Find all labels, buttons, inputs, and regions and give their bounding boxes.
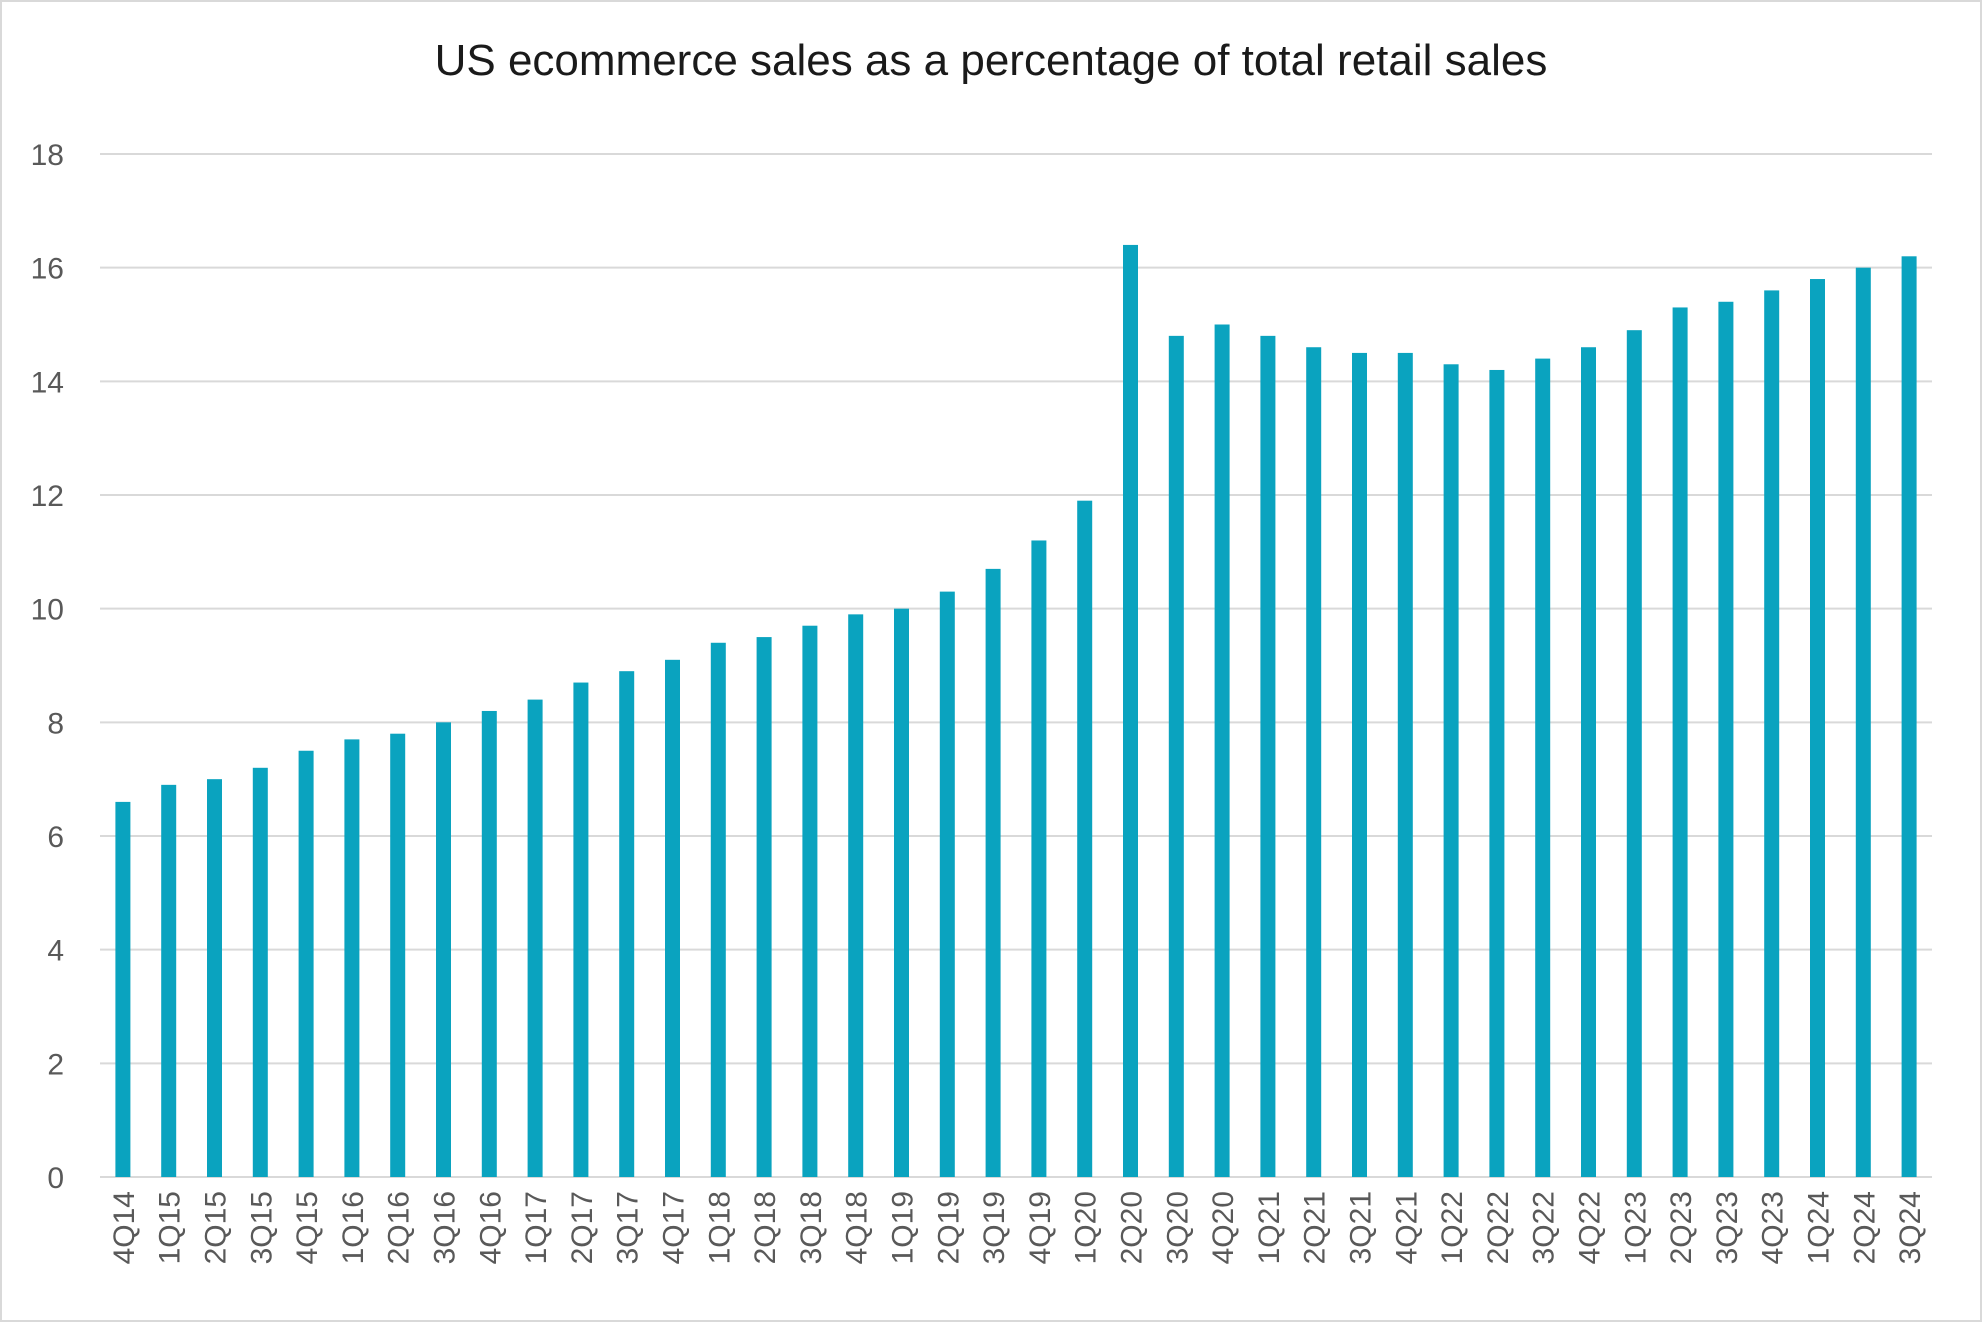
bar-1Q23 bbox=[1626, 330, 1642, 1177]
bar-2Q19 bbox=[939, 591, 955, 1177]
x-tick-label: 1Q17 bbox=[520, 1191, 553, 1264]
bar-2Q20 bbox=[1123, 244, 1138, 1177]
x-tick-label: 4Q17 bbox=[658, 1191, 691, 1264]
x-tick-label: 2Q24 bbox=[1848, 1191, 1881, 1264]
bar-3Q24 bbox=[1901, 256, 1917, 1177]
x-axis-ticks: 4Q14 1Q15 2Q15 3Q15 4Q15 1Q16 2Q16 3Q16 4Q16 1Q17… bbox=[108, 1191, 1927, 1264]
x-tick-label: 4Q15 bbox=[291, 1191, 324, 1264]
bar-4Q20 bbox=[1214, 324, 1230, 1177]
x-tick-label: 1Q21 bbox=[1253, 1191, 1286, 1264]
y-tick-label: 2 bbox=[47, 1048, 64, 1081]
bar-4Q17 bbox=[665, 659, 680, 1177]
y-tick-label: 4 bbox=[47, 935, 64, 968]
bar-3Q16 bbox=[436, 722, 451, 1177]
x-tick-label: 1Q23 bbox=[1619, 1191, 1652, 1264]
bar-1Q24 bbox=[1810, 279, 1825, 1177]
x-tick-label: 4Q18 bbox=[841, 1191, 874, 1264]
bar-3Q21 bbox=[1352, 352, 1367, 1178]
x-tick-label: 1Q15 bbox=[154, 1191, 187, 1264]
bar-4Q15 bbox=[298, 750, 314, 1177]
bar-4Q14 bbox=[115, 801, 131, 1177]
bar-4Q23 bbox=[1764, 290, 1780, 1177]
x-tick-label: 3Q23 bbox=[1711, 1191, 1744, 1264]
bar-2Q22 bbox=[1489, 369, 1505, 1177]
gridlines bbox=[100, 153, 1932, 1178]
bar-2Q18 bbox=[756, 637, 772, 1177]
x-tick-label: 4Q22 bbox=[1574, 1191, 1607, 1264]
y-tick-label: 10 bbox=[31, 594, 64, 627]
x-tick-label: 3Q22 bbox=[1528, 1191, 1561, 1264]
x-tick-label: 3Q21 bbox=[1345, 1191, 1378, 1264]
x-tick-label: 4Q14 bbox=[108, 1191, 141, 1264]
x-tick-label: 2Q17 bbox=[566, 1191, 599, 1264]
bar-4Q18 bbox=[848, 614, 864, 1177]
x-tick-label: 3Q17 bbox=[612, 1191, 645, 1264]
x-tick-label: 2Q22 bbox=[1482, 1191, 1515, 1264]
bar-1Q18 bbox=[710, 642, 726, 1177]
x-tick-label: 2Q18 bbox=[749, 1191, 782, 1264]
x-tick-label: 3Q16 bbox=[429, 1191, 462, 1264]
bar-2Q15 bbox=[207, 779, 222, 1177]
bar-3Q18 bbox=[802, 625, 818, 1177]
bar-1Q15 bbox=[161, 784, 177, 1177]
y-tick-label: 8 bbox=[47, 707, 64, 740]
x-tick-label: 3Q19 bbox=[978, 1191, 1011, 1264]
x-tick-label: 4Q23 bbox=[1757, 1191, 1790, 1264]
x-tick-label: 3Q20 bbox=[1161, 1191, 1194, 1264]
bar-3Q19 bbox=[985, 568, 1001, 1177]
bar-1Q21 bbox=[1260, 335, 1276, 1177]
bar-1Q22 bbox=[1443, 364, 1459, 1177]
y-axis-ticks: 0 2 4 6 8 10 12 14 16 18 bbox=[31, 139, 64, 1195]
x-tick-label: 1Q24 bbox=[1803, 1191, 1836, 1264]
bar-4Q16 bbox=[481, 710, 497, 1177]
x-tick-label: 4Q19 bbox=[1024, 1191, 1057, 1264]
bar-4Q21 bbox=[1397, 352, 1413, 1178]
x-tick-label: 3Q18 bbox=[795, 1191, 828, 1264]
y-tick-label: 0 bbox=[47, 1162, 64, 1195]
bar-4Q22 bbox=[1581, 347, 1596, 1177]
bar-1Q19 bbox=[894, 608, 909, 1177]
bar-1Q17 bbox=[527, 699, 543, 1177]
x-tick-label: 1Q18 bbox=[703, 1191, 736, 1264]
chart-title: US ecommerce sales as a percentage of to… bbox=[434, 36, 1548, 85]
bar-3Q22 bbox=[1535, 358, 1551, 1178]
x-tick-label: 3Q24 bbox=[1894, 1191, 1927, 1264]
x-tick-label: 2Q23 bbox=[1665, 1191, 1698, 1264]
y-tick-label: 6 bbox=[47, 821, 64, 854]
y-tick-label: 16 bbox=[31, 253, 64, 286]
bar-2Q21 bbox=[1306, 347, 1322, 1177]
y-tick-label: 14 bbox=[31, 366, 64, 399]
x-tick-label: 1Q20 bbox=[1070, 1191, 1103, 1264]
bar-2Q23 bbox=[1672, 307, 1688, 1177]
bar-2Q24 bbox=[1855, 267, 1871, 1178]
x-tick-label: 4Q20 bbox=[1207, 1191, 1240, 1264]
bar-4Q19 bbox=[1031, 540, 1047, 1177]
bar-3Q20 bbox=[1168, 335, 1184, 1177]
bar-1Q20 bbox=[1077, 500, 1093, 1177]
x-tick-label: 2Q20 bbox=[1116, 1191, 1149, 1264]
x-tick-label: 1Q16 bbox=[337, 1191, 370, 1264]
x-tick-label: 2Q19 bbox=[932, 1191, 965, 1264]
bar-2Q16 bbox=[390, 733, 406, 1177]
x-tick-label: 4Q16 bbox=[474, 1191, 507, 1264]
x-tick-label: 2Q16 bbox=[383, 1191, 416, 1264]
y-tick-label: 12 bbox=[31, 480, 64, 513]
bar-3Q15 bbox=[252, 767, 268, 1177]
x-tick-label: 2Q21 bbox=[1299, 1191, 1332, 1264]
x-tick-label: 2Q15 bbox=[200, 1191, 233, 1264]
bar-3Q17 bbox=[619, 671, 635, 1177]
x-tick-label: 3Q15 bbox=[245, 1191, 278, 1264]
bar-2Q17 bbox=[573, 682, 589, 1177]
x-tick-label: 1Q22 bbox=[1436, 1191, 1469, 1264]
bar-1Q16 bbox=[344, 739, 360, 1177]
bar-3Q23 bbox=[1718, 301, 1734, 1177]
bars bbox=[115, 244, 1917, 1178]
x-tick-label: 1Q19 bbox=[887, 1191, 920, 1264]
y-tick-label: 18 bbox=[31, 139, 64, 172]
x-tick-label: 4Q21 bbox=[1390, 1191, 1423, 1264]
